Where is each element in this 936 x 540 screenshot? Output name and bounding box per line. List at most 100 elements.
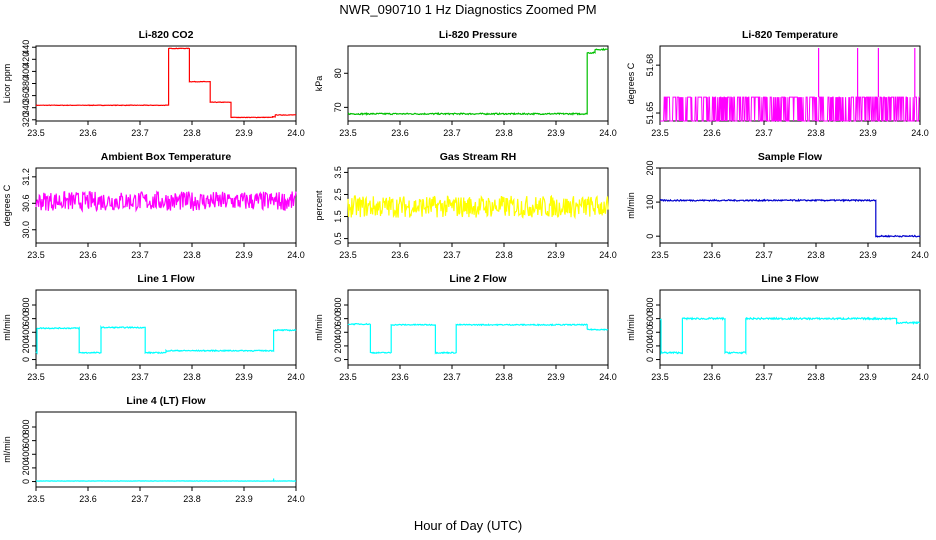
x-tick-label: 24.0 <box>911 128 929 138</box>
x-tick-label: 23.5 <box>339 128 357 138</box>
x-tick-label: 23.8 <box>807 372 825 382</box>
x-axis-title: Hour of Day (UTC) <box>413 518 523 533</box>
panel-title: Line 2 Flow <box>449 273 507 285</box>
y-tick-label: 200 <box>21 338 31 353</box>
x-tick-label: 23.6 <box>391 128 409 138</box>
y-tick-label: 320 <box>21 112 31 127</box>
y-tick-label: 200 <box>645 338 655 353</box>
x-tick-label: 23.7 <box>755 250 773 260</box>
y-axis-label: degrees C <box>2 184 12 226</box>
x-tick-label: 24.0 <box>287 250 305 260</box>
x-tick-label: 23.6 <box>79 494 97 504</box>
panel-10: Line 4 (LT) Flow 23.5 23.6 23.7 23.8 23.9 24.0… <box>2 395 305 504</box>
x-tick-label: 23.8 <box>495 250 513 260</box>
y-tick-label: 0 <box>333 357 343 362</box>
y-tick-label: 1.5 <box>333 210 343 223</box>
x-tick-label: 24.0 <box>599 128 617 138</box>
x-tick-label: 24.0 <box>287 128 305 138</box>
y-axis-label: percent <box>314 190 324 221</box>
x-tick-label: 23.8 <box>495 128 513 138</box>
y-tick-label: 80 <box>333 68 343 78</box>
x-tick-label: 23.8 <box>807 128 825 138</box>
y-tick-label: 3.5 <box>333 166 343 179</box>
y-tick-label: 0 <box>645 234 655 239</box>
panel-7: Line 1 Flow 23.5 23.6 23.7 23.8 23.9 24.0 0 2004… <box>2 273 305 382</box>
y-tick-label: 360 <box>21 88 31 103</box>
x-tick-label: 23.8 <box>495 372 513 382</box>
y-tick-label: 51.65 <box>645 102 655 125</box>
y-tick-label: 600 <box>21 311 31 326</box>
x-tick-label: 24.0 <box>911 250 929 260</box>
y-tick-label: 31.2 <box>21 168 31 186</box>
y-tick-label: 200 <box>333 338 343 353</box>
x-tick-label: 23.9 <box>547 128 565 138</box>
data-series <box>347 47 609 116</box>
x-tick-label: 23.9 <box>547 250 565 260</box>
y-axis-label: kPa <box>314 76 324 92</box>
y-tick-label: 200 <box>21 460 31 475</box>
x-tick-label: 23.7 <box>131 372 149 382</box>
x-tick-label: 23.5 <box>339 372 357 382</box>
x-tick-label: 23.7 <box>755 128 773 138</box>
x-tick-label: 23.8 <box>183 372 201 382</box>
plot-frame <box>659 289 921 366</box>
y-tick-label: 340 <box>21 100 31 115</box>
panel-8: Line 2 Flow 23.5 23.6 23.7 23.8 23.9 24.0 0 2004… <box>314 273 617 382</box>
data-series <box>347 194 609 220</box>
y-axis-label: ml/min <box>626 314 636 341</box>
x-tick-label: 23.8 <box>183 128 201 138</box>
x-tick-label: 23.8 <box>807 250 825 260</box>
y-tick-label: 800 <box>645 297 655 312</box>
panel-title: Line 4 (LT) Flow <box>126 395 206 407</box>
y-tick-label: 600 <box>21 433 31 448</box>
y-tick-label: 400 <box>645 325 655 340</box>
y-tick-label: 30.0 <box>21 221 31 239</box>
y-tick-label: 30.6 <box>21 195 31 213</box>
data-series <box>35 47 297 119</box>
y-tick-label: 400 <box>21 447 31 462</box>
x-tick-label: 23.5 <box>651 372 669 382</box>
x-tick-label: 23.8 <box>183 250 201 260</box>
x-tick-label: 23.7 <box>755 372 773 382</box>
panel-title: Sample Flow <box>758 151 823 163</box>
y-tick-label: 600 <box>645 311 655 326</box>
plot-frame <box>659 167 921 244</box>
y-tick-label: 0 <box>21 479 31 484</box>
panel-title: Line 3 Flow <box>761 273 819 285</box>
panel-1: Li-820 CO2 23.5 23.6 23.7 23.8 23.9 24.0 320340… <box>2 29 305 138</box>
y-tick-label: 0 <box>21 357 31 362</box>
plot-frame <box>35 45 297 122</box>
x-tick-label: 24.0 <box>287 494 305 504</box>
x-tick-label: 24.0 <box>911 372 929 382</box>
x-tick-label: 23.9 <box>547 372 565 382</box>
panel-title: Ambient Box Temperature <box>101 151 232 163</box>
y-tick-label: 600 <box>333 311 343 326</box>
x-tick-label: 23.5 <box>27 128 45 138</box>
y-tick-label: 51.68 <box>645 54 655 77</box>
y-tick-label: 380 <box>21 76 31 91</box>
x-tick-label: 23.8 <box>183 494 201 504</box>
y-axis-label: ml/min <box>314 314 324 341</box>
y-axis-label: ml/min <box>2 314 12 341</box>
x-tick-label: 23.5 <box>651 250 669 260</box>
x-tick-label: 23.9 <box>235 128 253 138</box>
x-tick-label: 23.6 <box>703 372 721 382</box>
panel-9: Line 3 Flow 23.5 23.6 23.7 23.8 23.9 24.0 0 2004… <box>626 273 929 382</box>
y-tick-label: 2.5 <box>333 188 343 201</box>
panel-6: Sample Flow 23.5 23.6 23.7 23.8 23.9 24.0 0 100 2… <box>626 151 929 260</box>
y-axis-label: Licor ppm <box>2 64 12 104</box>
panel-2: Li-820 Pressure 23.5 23.6 23.7 23.8 23.9 24.0 7… <box>314 29 617 138</box>
panel-4: Ambient Box Temperature 23.5 23.6 23.7 23.8 2… <box>2 151 305 260</box>
x-tick-label: 23.7 <box>443 372 461 382</box>
x-tick-label: 23.6 <box>391 372 409 382</box>
y-tick-label: 70 <box>333 102 343 112</box>
plot-frame <box>35 167 297 244</box>
y-tick-label: 800 <box>333 297 343 312</box>
x-tick-label: 23.6 <box>79 372 97 382</box>
y-tick-label: 400 <box>21 64 31 79</box>
y-tick-label: 440 <box>21 40 31 55</box>
x-tick-label: 23.6 <box>79 250 97 260</box>
data-series <box>659 316 921 356</box>
x-tick-label: 23.9 <box>859 128 877 138</box>
